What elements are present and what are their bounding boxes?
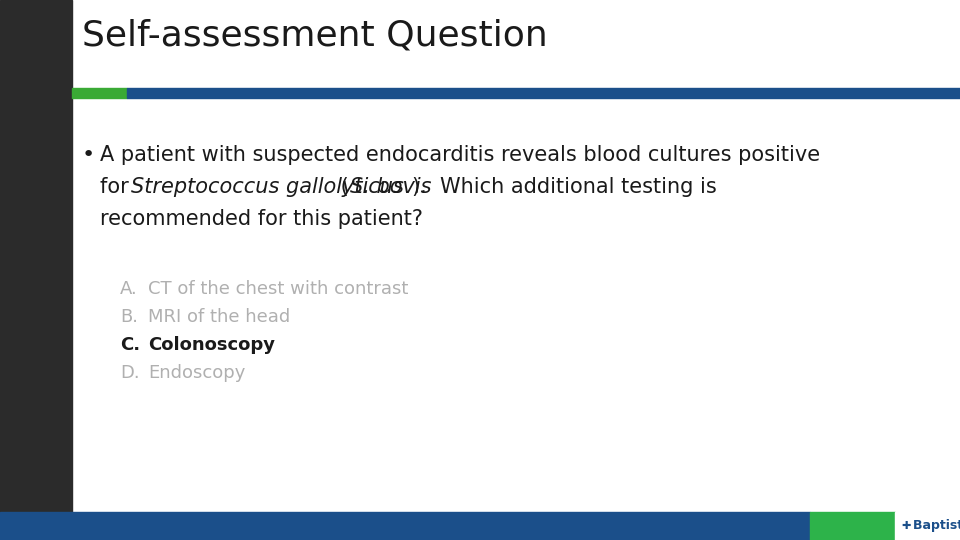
Text: Self-assessment Question: Self-assessment Question bbox=[82, 18, 548, 52]
Text: for: for bbox=[100, 177, 135, 197]
Text: Endoscopy: Endoscopy bbox=[148, 364, 246, 382]
Text: MRI of the head: MRI of the head bbox=[148, 308, 290, 326]
Bar bbox=[127, 88, 960, 98]
Text: S. bovis: S. bovis bbox=[349, 177, 431, 197]
Text: Baptist Health: Baptist Health bbox=[913, 519, 960, 532]
Text: •: • bbox=[82, 145, 95, 165]
Text: (: ( bbox=[334, 177, 348, 197]
Text: CT of the chest with contrast: CT of the chest with contrast bbox=[148, 280, 408, 298]
Text: D.: D. bbox=[120, 364, 139, 382]
Bar bbox=[895, 512, 960, 540]
Text: ✚: ✚ bbox=[901, 521, 910, 531]
Text: ).  Which additional testing is: ). Which additional testing is bbox=[412, 177, 717, 197]
Bar bbox=[810, 512, 895, 540]
Text: A patient with suspected endocarditis reveals blood cultures positive: A patient with suspected endocarditis re… bbox=[100, 145, 820, 165]
Text: A.: A. bbox=[120, 280, 137, 298]
Text: recommended for this patient?: recommended for this patient? bbox=[100, 209, 423, 229]
Text: B.: B. bbox=[120, 308, 138, 326]
Bar bbox=[72, 88, 127, 98]
Text: Streptococcus gallolyticus: Streptococcus gallolyticus bbox=[132, 177, 404, 197]
Bar bbox=[0, 0, 72, 540]
Text: C.: C. bbox=[120, 336, 140, 354]
Text: Colonoscopy: Colonoscopy bbox=[148, 336, 275, 354]
Bar bbox=[0, 512, 810, 540]
